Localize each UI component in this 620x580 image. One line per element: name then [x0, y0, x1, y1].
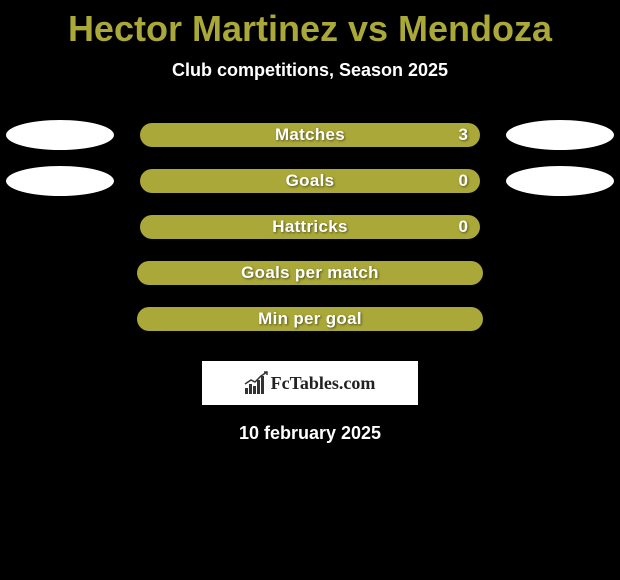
player1-oval: [6, 120, 114, 150]
stat-label: Matches: [275, 125, 345, 145]
stat-bar-goals: Goals 0: [140, 169, 480, 193]
logo-badge: FcTables.com: [202, 361, 418, 405]
stat-row-goals: Goals 0: [0, 169, 620, 193]
player2-oval: [506, 120, 614, 150]
stat-row-min-per-goal: Min per goal: [0, 307, 620, 331]
stat-bar-min-per-goal: Min per goal: [137, 307, 483, 331]
stat-value: 0: [459, 217, 468, 237]
logo-content: FcTables.com: [245, 372, 376, 394]
stat-value: 0: [459, 171, 468, 191]
stats-container: Matches 3 Goals 0 Hattricks 0 Goals per …: [0, 123, 620, 331]
comparison-title: Hector Martinez vs Mendoza: [0, 0, 620, 50]
stat-bar-hattricks: Hattricks 0: [140, 215, 480, 239]
logo-text: FcTables.com: [271, 373, 376, 394]
stat-bar-matches: Matches 3: [140, 123, 480, 147]
comparison-infographic: Hector Martinez vs Mendoza Club competit…: [0, 0, 620, 580]
stat-label: Hattricks: [272, 217, 347, 237]
stat-value: 3: [459, 125, 468, 145]
chart-icon: [245, 372, 267, 394]
player1-oval: [6, 166, 114, 196]
stat-bar-goals-per-match: Goals per match: [137, 261, 483, 285]
stat-row-matches: Matches 3: [0, 123, 620, 147]
trend-line-icon: [243, 370, 271, 386]
stat-label: Min per goal: [258, 309, 362, 329]
comparison-date: 10 february 2025: [0, 423, 620, 444]
comparison-subtitle: Club competitions, Season 2025: [0, 60, 620, 81]
stat-row-goals-per-match: Goals per match: [0, 261, 620, 285]
stat-row-hattricks: Hattricks 0: [0, 215, 620, 239]
stat-label: Goals per match: [241, 263, 379, 283]
player2-oval: [506, 166, 614, 196]
stat-label: Goals: [286, 171, 335, 191]
